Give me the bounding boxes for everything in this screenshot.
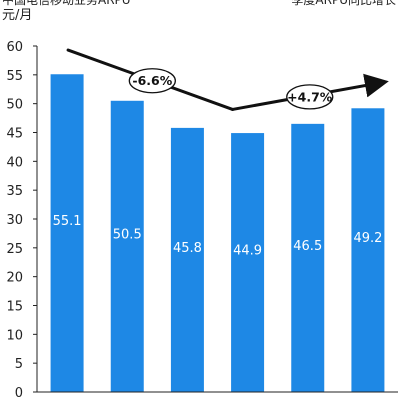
- bar: [110, 100, 144, 393]
- bar-value-label: 46.5: [293, 239, 322, 254]
- y-tick-label: 0: [15, 386, 23, 400]
- bar-value-label: 50.5: [113, 227, 142, 242]
- y-tick-label: 40: [6, 155, 23, 170]
- y-tick-label: 30: [6, 213, 23, 228]
- bar: [231, 133, 265, 392]
- y-tick-label: 10: [6, 328, 23, 343]
- y-tick-label: 45: [6, 127, 23, 142]
- y-axis-unit-label: 元/月: [2, 8, 33, 23]
- header-left-text: 中国电信移动业务ARPU: [2, 0, 131, 7]
- bar-value-label: 49.2: [353, 231, 382, 246]
- annotation-bubble: [286, 84, 334, 110]
- y-tick-label: 25: [6, 242, 23, 257]
- header-right-text: 季度ARPU同比增长: [291, 0, 396, 7]
- y-tick-label: 15: [6, 300, 23, 315]
- bar: [291, 123, 325, 392]
- annotation-label: +4.7%: [287, 89, 333, 104]
- annotation-bubble: [128, 68, 176, 94]
- y-tick-label: 50: [6, 98, 23, 113]
- y-tick-label: 20: [6, 271, 23, 286]
- bar: [50, 74, 84, 393]
- bar-value-label: 55.1: [53, 214, 82, 229]
- bar-value-label: 44.9: [233, 244, 262, 259]
- bar: [170, 127, 204, 393]
- y-tick-label: 5: [15, 357, 23, 372]
- y-tick-label: 55: [6, 69, 23, 84]
- y-tick-label: 35: [6, 184, 23, 199]
- y-tick-label: 60: [6, 40, 23, 55]
- annotation-label: -6.6%: [132, 73, 172, 88]
- bar: [351, 108, 385, 392]
- bar-value-label: 45.8: [173, 241, 202, 256]
